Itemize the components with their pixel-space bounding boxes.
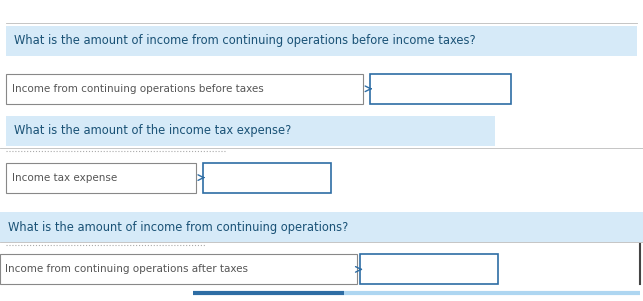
Text: Income from continuing operations before taxes: Income from continuing operations before… <box>12 84 264 94</box>
Bar <box>360 254 498 284</box>
Bar <box>0 212 643 242</box>
Bar <box>6 163 196 193</box>
Text: What is the amount of the income tax expense?: What is the amount of the income tax exp… <box>14 124 291 138</box>
Text: What is the amount of income from continuing operations?: What is the amount of income from contin… <box>8 221 348 234</box>
Bar <box>203 163 331 193</box>
Bar <box>6 74 363 104</box>
Bar <box>6 26 637 56</box>
Bar <box>0 254 357 284</box>
Text: What is the amount of income from continuing operations before income taxes?: What is the amount of income from contin… <box>14 34 476 47</box>
Bar <box>370 74 511 104</box>
Text: Income tax expense: Income tax expense <box>12 172 117 183</box>
Bar <box>6 116 495 146</box>
Text: Income from continuing operations after taxes: Income from continuing operations after … <box>5 264 248 275</box>
